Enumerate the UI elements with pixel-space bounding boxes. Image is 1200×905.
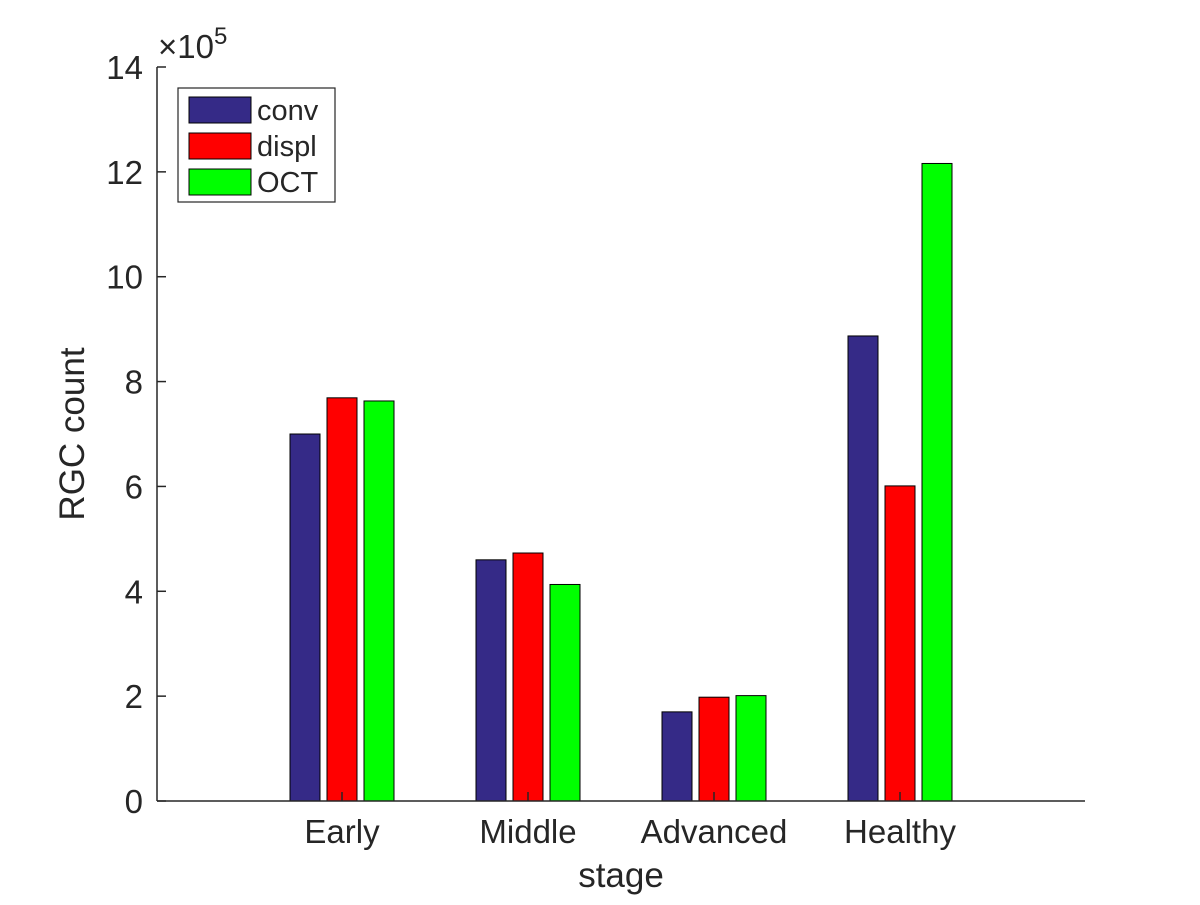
- x-tick-label-advanced: Advanced: [641, 813, 788, 850]
- y-axis-title: RGC count: [53, 347, 92, 520]
- bar-displ-healthy: [884, 485, 916, 802]
- bar-displ-middle: [512, 552, 544, 802]
- bar-OCT-advanced: [735, 695, 767, 802]
- legend-swatch-conv: [188, 96, 252, 124]
- y-tick-label: 0: [125, 783, 143, 820]
- y-tick-label: 2: [125, 678, 143, 715]
- y-multiplier-label: ×105: [158, 23, 227, 65]
- x-tick-label-early: Early: [304, 813, 380, 850]
- x-tick-label-healthy: Healthy: [844, 813, 956, 850]
- x-ticks-group: Early Middle Advanced Healthy: [304, 792, 956, 850]
- legend-label-OCT: OCT: [257, 167, 319, 199]
- x-tick-label-middle: Middle: [479, 813, 576, 850]
- y-tick-label: 10: [106, 259, 143, 296]
- bar-conv-early: [289, 433, 321, 802]
- bar-OCT-early: [363, 400, 395, 802]
- axes-group: [156, 67, 1085, 802]
- y-tick-label: 6: [125, 468, 143, 505]
- legend-label-displ: displ: [257, 131, 317, 163]
- bar-conv-advanced: [661, 711, 693, 802]
- y-ticks-group: 0 2 4 6 8 10 12 14: [106, 49, 166, 820]
- bar-OCT-middle: [549, 583, 581, 802]
- y-tick-label: 4: [125, 573, 143, 610]
- y-tick-label: 8: [125, 364, 143, 401]
- legend-label-conv: conv: [257, 95, 319, 127]
- bar-OCT-healthy: [921, 162, 953, 802]
- y-tick-label: 12: [106, 154, 143, 191]
- legend-swatch-OCT: [188, 168, 252, 196]
- legend-swatch-displ: [188, 132, 252, 160]
- bar-displ-advanced: [698, 696, 730, 802]
- x-axis-title: stage: [578, 856, 664, 895]
- legend: conv displ OCT: [177, 87, 336, 203]
- bar-conv-healthy: [847, 335, 879, 802]
- bars-group: [289, 162, 953, 802]
- y-multiplier-exponent: 5: [214, 23, 227, 50]
- bar-displ-early: [326, 397, 358, 802]
- y-tick-label: 14: [106, 49, 143, 86]
- bar-conv-middle: [475, 559, 507, 802]
